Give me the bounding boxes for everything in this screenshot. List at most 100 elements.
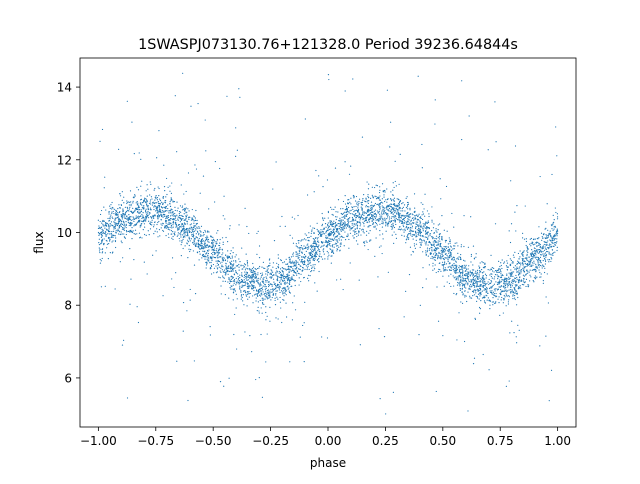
data-point (207, 255, 209, 257)
data-point (158, 206, 160, 208)
data-point (346, 210, 348, 212)
data-point (124, 206, 126, 208)
data-point (125, 218, 128, 220)
data-point (115, 213, 117, 215)
data-point (500, 275, 502, 277)
data-point (298, 242, 300, 244)
data-point (376, 185, 378, 187)
data-point (426, 221, 428, 223)
data-point (455, 267, 457, 269)
data-point (518, 267, 520, 269)
data-point (536, 266, 538, 268)
data-point (194, 164, 196, 166)
data-point (157, 186, 159, 188)
data-point (164, 201, 166, 203)
data-point (307, 265, 309, 267)
data-point (167, 204, 169, 206)
data-point (450, 285, 452, 288)
data-point (540, 247, 542, 249)
data-point (408, 230, 411, 232)
data-point (172, 231, 174, 233)
data-point (338, 225, 340, 227)
data-point (318, 230, 320, 232)
data-point (174, 223, 177, 225)
data-point (305, 234, 308, 236)
data-point (358, 217, 360, 219)
data-point (543, 265, 545, 268)
data-point (154, 221, 156, 223)
data-point (432, 269, 434, 271)
data-point (178, 217, 181, 219)
data-point (141, 213, 143, 216)
data-point (136, 233, 138, 235)
data-point (464, 266, 467, 268)
data-point (443, 248, 445, 250)
data-point (549, 230, 551, 232)
data-point (338, 246, 340, 248)
data-point (177, 207, 179, 209)
data-point (219, 167, 221, 170)
data-point (188, 218, 190, 220)
data-point (118, 226, 121, 228)
data-point (194, 242, 196, 244)
data-point (550, 240, 552, 242)
data-point (390, 211, 392, 213)
data-point (418, 334, 420, 336)
data-point (154, 205, 156, 208)
data-point (274, 299, 276, 302)
data-point (249, 285, 251, 287)
data-point (482, 286, 484, 289)
data-point (182, 238, 184, 240)
data-point (515, 336, 517, 338)
data-point (343, 245, 345, 247)
data-point (416, 221, 419, 223)
data-point (217, 263, 220, 266)
data-point (210, 235, 212, 237)
data-point (110, 221, 113, 223)
data-point (350, 203, 352, 205)
data-point (347, 224, 349, 226)
data-point (473, 269, 475, 271)
data-point (186, 220, 188, 222)
data-point (479, 307, 482, 310)
data-point (366, 181, 368, 183)
data-point (355, 195, 358, 198)
data-point (427, 221, 430, 224)
data-point (142, 216, 144, 218)
data-point (160, 209, 162, 211)
data-point (526, 247, 529, 249)
data-point (149, 194, 151, 196)
data-point (523, 266, 525, 268)
data-point (547, 246, 550, 249)
data-point (199, 245, 201, 247)
data-point (422, 203, 424, 205)
data-point (294, 284, 296, 287)
data-point (484, 281, 486, 283)
data-point (139, 236, 142, 238)
data-point (472, 290, 474, 292)
data-point (455, 272, 457, 274)
data-point (233, 268, 235, 270)
data-point (371, 211, 373, 213)
data-point (162, 216, 164, 218)
data-point (541, 248, 543, 250)
data-point (148, 220, 150, 222)
data-point (130, 229, 132, 231)
data-point (327, 74, 330, 76)
data-point (445, 247, 448, 249)
data-point (235, 282, 237, 284)
data-point (104, 285, 106, 287)
data-point (235, 293, 237, 295)
data-point (149, 201, 151, 203)
data-point (234, 256, 236, 258)
data-point (149, 228, 152, 230)
data-point (210, 236, 213, 238)
data-point (184, 245, 186, 247)
data-point (540, 262, 542, 264)
data-point (230, 250, 232, 252)
data-point (556, 218, 559, 220)
data-point (438, 252, 440, 254)
data-point (242, 294, 244, 296)
data-point (255, 268, 257, 271)
data-point (281, 269, 283, 272)
